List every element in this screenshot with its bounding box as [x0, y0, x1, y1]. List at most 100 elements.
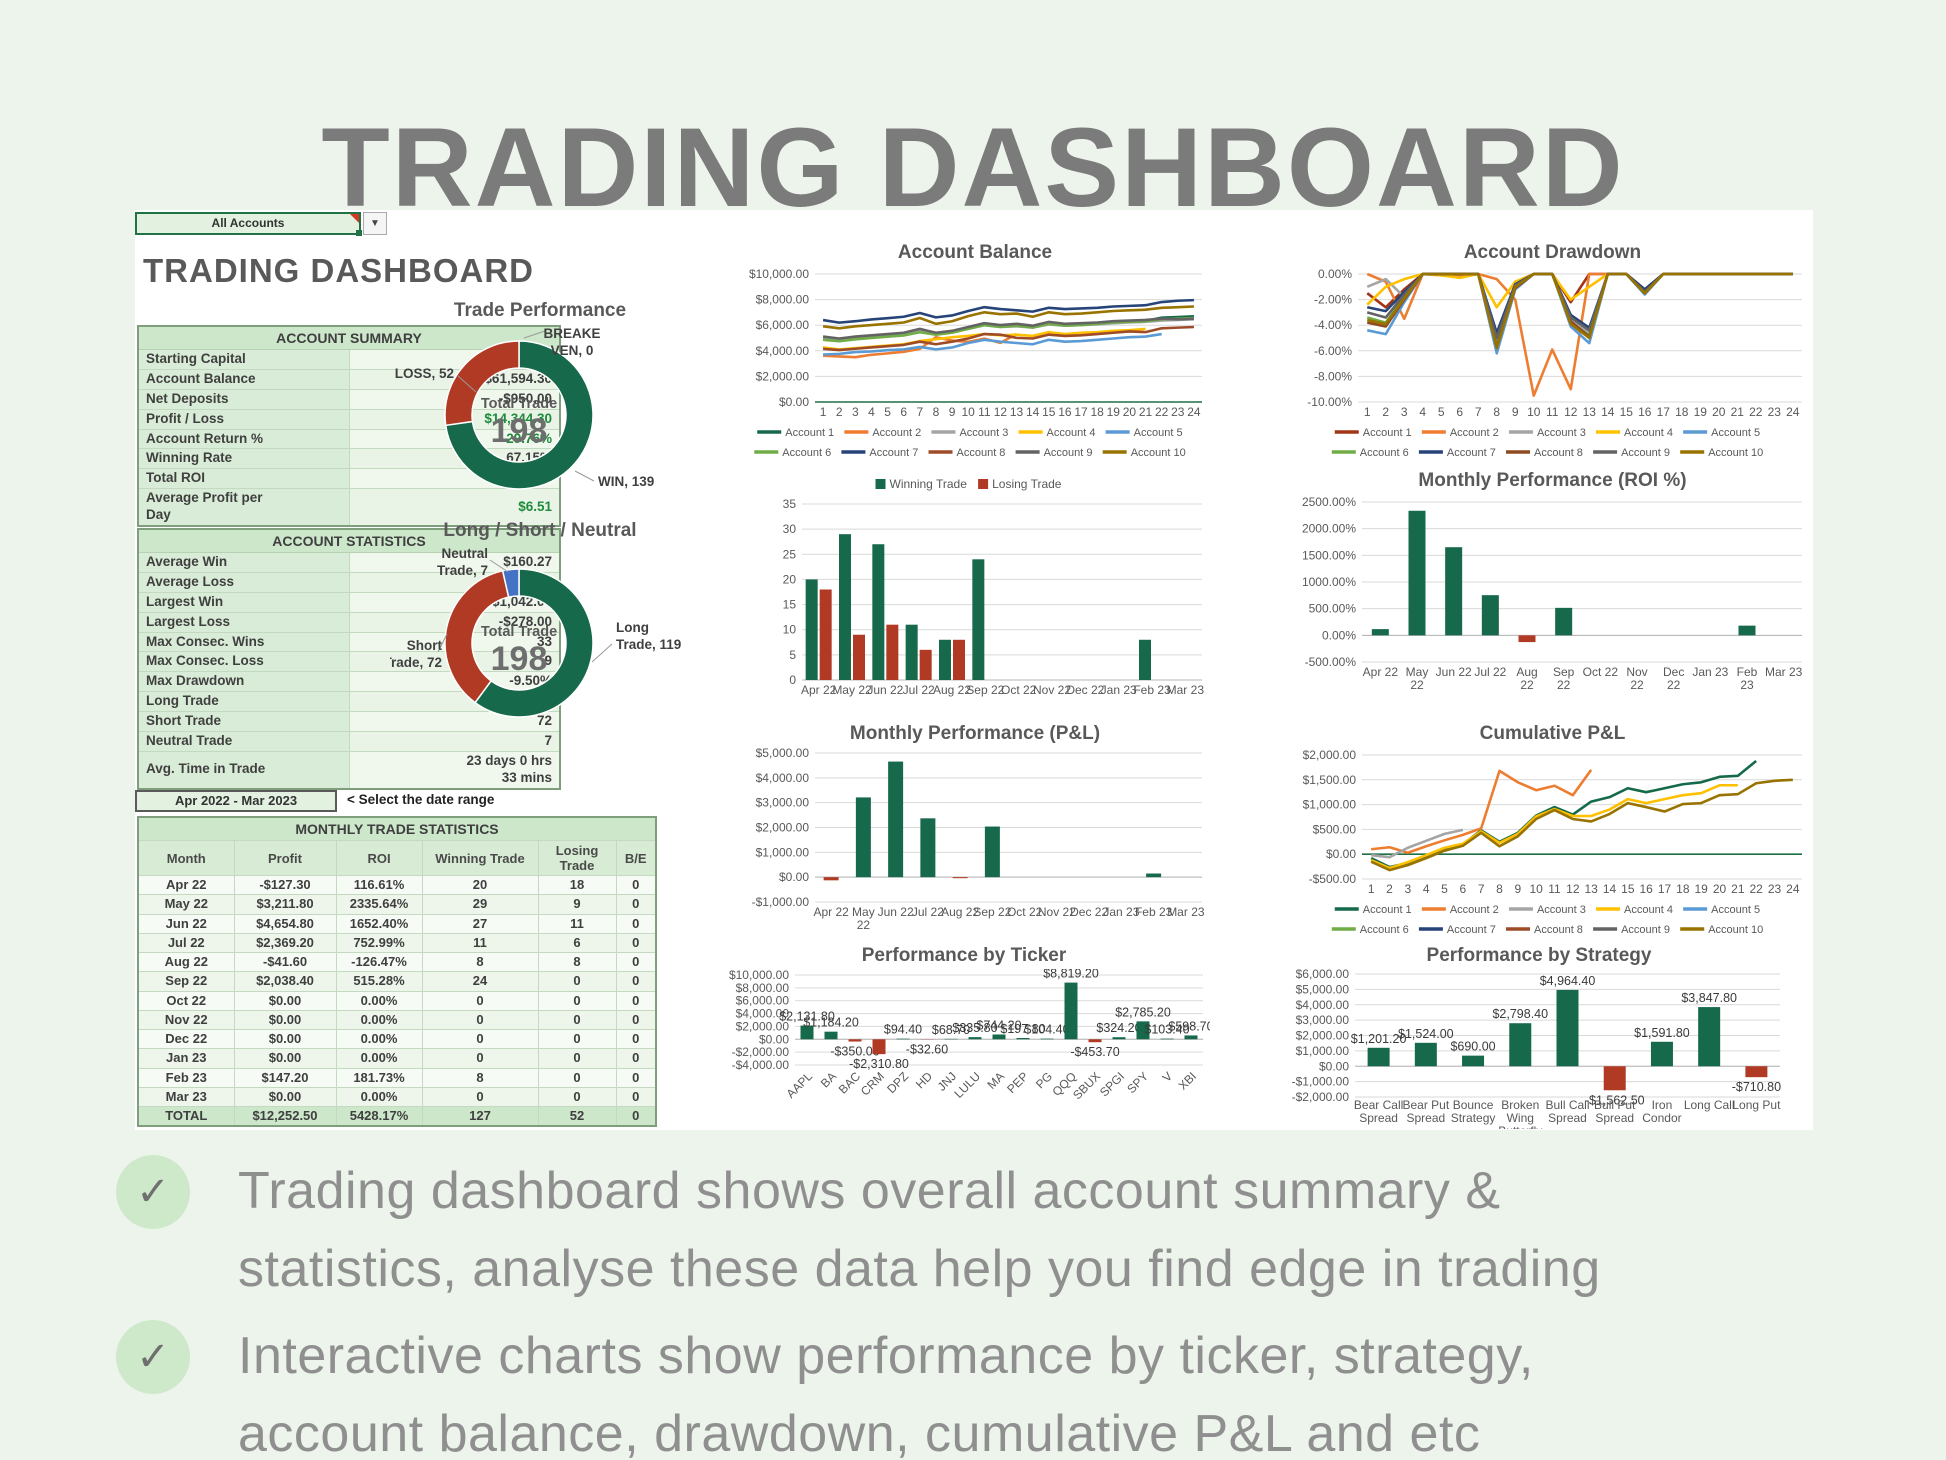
- svg-text:LOSS, 52: LOSS, 52: [395, 366, 454, 381]
- svg-text:18: 18: [1676, 882, 1690, 896]
- svg-text:Strategy: Strategy: [1451, 1111, 1496, 1125]
- svg-text:Wing: Wing: [1507, 1111, 1534, 1125]
- table-row: Jun 22 $4,654.80 1652.40% 27 11 0: [137, 913, 657, 934]
- svg-text:Account 6: Account 6: [782, 447, 831, 459]
- svg-text:Apr 22: Apr 22: [1363, 665, 1399, 679]
- svg-text:Losing Trade: Losing Trade: [992, 477, 1062, 491]
- svg-text:30: 30: [783, 522, 797, 536]
- svg-text:3: 3: [1401, 405, 1408, 419]
- svg-text:15: 15: [1620, 405, 1634, 419]
- svg-text:Account 8: Account 8: [957, 447, 1006, 459]
- chart-title: Trade Performance: [453, 300, 627, 321]
- svg-text:$104.40: $104.40: [1024, 1023, 1069, 1037]
- chart-title: Cumulative P&L: [1479, 723, 1626, 744]
- chart-title: Performance by Strategy: [1426, 945, 1652, 966]
- svg-text:8: 8: [1496, 882, 1503, 896]
- table-row: Apr 22 -$127.30 116.61% 20 18 0: [137, 874, 657, 896]
- svg-text:Account 5: Account 5: [1711, 904, 1760, 916]
- svg-text:Aug: Aug: [1516, 665, 1537, 679]
- svg-text:Account 4: Account 4: [1624, 904, 1673, 916]
- dashboard-heading: TRADING DASHBOARD: [143, 252, 534, 289]
- svg-text:Bear Put: Bear Put: [1402, 1098, 1449, 1112]
- svg-text:$4,000.00: $4,000.00: [1296, 998, 1350, 1012]
- svg-text:SPY: SPY: [1124, 1069, 1151, 1096]
- svg-text:Account 9: Account 9: [1044, 447, 1093, 459]
- account-filter-dropdown[interactable]: All Accounts: [135, 212, 362, 236]
- svg-text:11: 11: [1548, 882, 1561, 896]
- svg-text:Aug 22: Aug 22: [933, 683, 971, 697]
- date-range-value: Apr 2022 - Mar 2023: [174, 793, 298, 808]
- svg-text:22: 22: [1667, 678, 1681, 692]
- svg-text:Jul 22: Jul 22: [903, 683, 935, 697]
- svg-text:May 22: May 22: [832, 683, 872, 697]
- svg-text:Account 9: Account 9: [1621, 447, 1670, 459]
- svg-text:23: 23: [1768, 405, 1782, 419]
- svg-text:10: 10: [783, 623, 797, 637]
- svg-text:Account 2: Account 2: [1450, 904, 1499, 916]
- svg-text:Oct 22: Oct 22: [1001, 683, 1037, 697]
- svg-text:Feb 23: Feb 23: [1135, 905, 1173, 919]
- svg-text:$0.00: $0.00: [1319, 1059, 1349, 1073]
- svg-text:Jul 22: Jul 22: [912, 905, 944, 919]
- bar-chart: $10,000.00$8,000.00$6,000.00$4,000.00$2,…: [729, 967, 1214, 1103]
- svg-text:$94.40: $94.40: [884, 1023, 922, 1037]
- svg-text:8: 8: [933, 405, 940, 419]
- svg-text:0.00%: 0.00%: [1322, 628, 1356, 642]
- svg-text:20: 20: [1123, 405, 1137, 419]
- monthly-roi-chart: Monthly Performance (ROI %) 2500.00% 2000…: [1290, 470, 1813, 719]
- svg-text:Spread: Spread: [1359, 1111, 1398, 1125]
- date-range-dropdown[interactable]: Apr 2022 - Mar 2023: [135, 790, 337, 812]
- long-short-neutral-donut: Long / Short / Neutral Long Trade, 119 Sho…: [383, 520, 690, 754]
- svg-text:$1,000.00: $1,000.00: [1296, 1044, 1350, 1058]
- svg-text:22: 22: [1749, 882, 1763, 896]
- svg-text:Iron: Iron: [1652, 1098, 1673, 1112]
- svg-text:9: 9: [1514, 882, 1521, 896]
- svg-text:2: 2: [1386, 882, 1393, 896]
- line-chart: $2,000.00 $1,500.00 $1,000.00 $500.00 $0.00 -…: [1303, 748, 1802, 936]
- dropdown-arrow-button[interactable]: ▼: [363, 212, 387, 235]
- svg-text:Long Put: Long Put: [1732, 1098, 1781, 1112]
- svg-text:-$2,310.80: -$2,310.80: [849, 1057, 909, 1071]
- svg-text:$1,000.00: $1,000.00: [1303, 798, 1357, 812]
- svg-text:5: 5: [1441, 882, 1448, 896]
- svg-text:$2,785.20: $2,785.20: [1115, 1005, 1171, 1019]
- svg-text:$598.70: $598.70: [1168, 1019, 1210, 1033]
- svg-text:$2,131.80: $2,131.80: [779, 1010, 835, 1024]
- svg-text:Bounce: Bounce: [1453, 1098, 1494, 1112]
- svg-text:3: 3: [1404, 882, 1411, 896]
- svg-text:12: 12: [994, 405, 1008, 419]
- svg-text:$8,000.00: $8,000.00: [756, 293, 810, 307]
- svg-text:MA: MA: [984, 1069, 1007, 1092]
- svg-text:Account 4: Account 4: [1047, 427, 1096, 439]
- svg-text:PEP: PEP: [1004, 1069, 1031, 1096]
- chart-title: Account Balance: [897, 242, 1053, 263]
- svg-text:Account 3: Account 3: [1537, 427, 1586, 439]
- svg-text:Account 9: Account 9: [1621, 924, 1670, 936]
- bar-chart: 35 30 25 20 15 10 5 0 Winning Trade Losing Trade A…: [783, 477, 1205, 697]
- svg-text:6: 6: [900, 405, 907, 419]
- date-range-hint: < Select the date range: [347, 792, 495, 807]
- svg-text:Account 8: Account 8: [1534, 447, 1583, 459]
- svg-text:$0.00: $0.00: [779, 870, 809, 884]
- svg-text:198: 198: [491, 412, 548, 450]
- svg-text:Account 8: Account 8: [1534, 924, 1583, 936]
- table-row: Average Profit per Day $6.51: [137, 488, 561, 527]
- svg-text:Account 3: Account 3: [959, 427, 1008, 439]
- svg-text:$1,000.00: $1,000.00: [756, 845, 810, 859]
- svg-text:Account 10: Account 10: [1131, 447, 1186, 459]
- svg-text:14: 14: [1026, 405, 1040, 419]
- table-row: Dec 22 $0.00 0.00% 0 0 0: [137, 1028, 657, 1050]
- svg-text:Account 1: Account 1: [1363, 427, 1412, 439]
- bar-chart: 2500.00% 2000.00% 1500.00% 1000.00% 500.00% 0…: [1302, 495, 1803, 692]
- svg-text:16: 16: [1058, 405, 1072, 419]
- chart-title: Monthly Performance (P&L): [849, 723, 1101, 744]
- svg-text:Account 5: Account 5: [1134, 427, 1183, 439]
- svg-text:Account 3: Account 3: [1537, 904, 1586, 916]
- table-row: Mar 23 $0.00 0.00% 0 0 0: [137, 1086, 657, 1108]
- svg-text:6: 6: [1459, 882, 1466, 896]
- svg-text:Apr 22: Apr 22: [813, 905, 849, 919]
- fill-handle[interactable]: [356, 230, 362, 236]
- svg-text:13: 13: [1010, 405, 1024, 419]
- svg-text:$5,000.00: $5,000.00: [756, 747, 810, 760]
- svg-text:1: 1: [1364, 405, 1371, 419]
